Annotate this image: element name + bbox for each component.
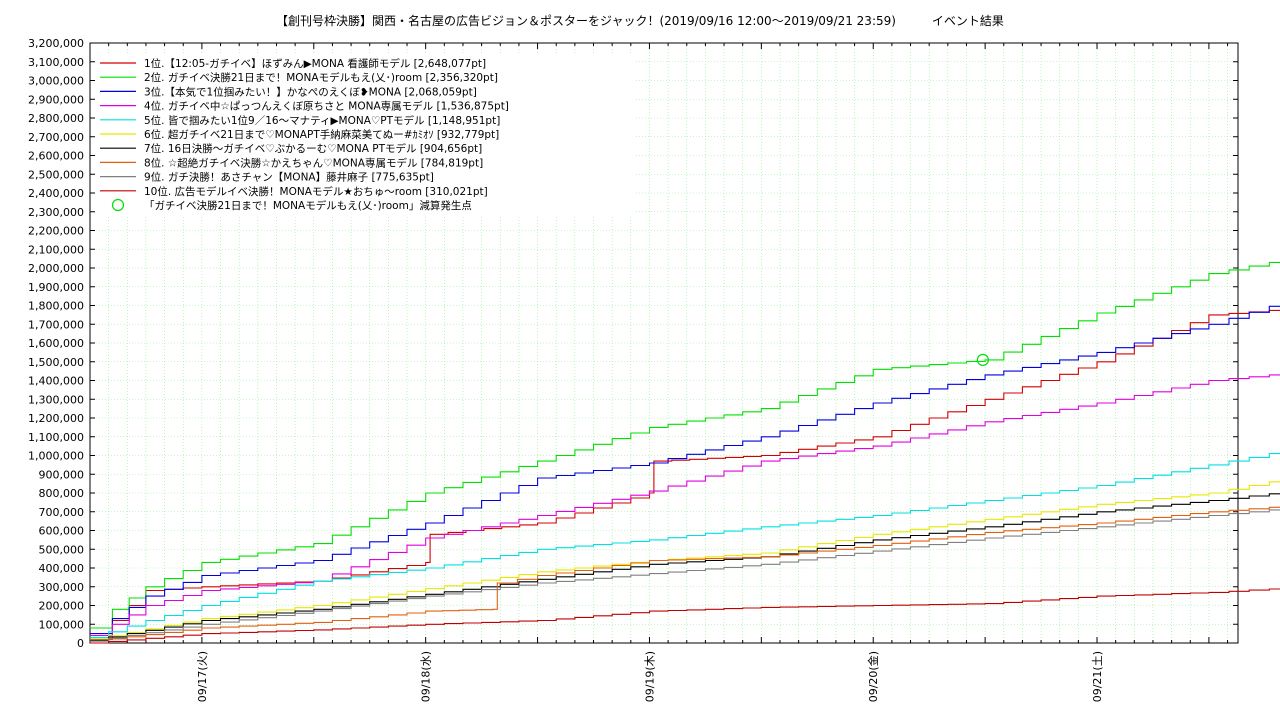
plot-frame — [89, 42, 1239, 644]
y-tick-label: 2,900,000 — [28, 93, 84, 106]
legend-label: 5位. 皆で掴みたい1位9／16〜マナティ▶MONA♡PTモデル [1,148,… — [144, 114, 500, 127]
y-tick-label: 1,800,000 — [28, 300, 84, 313]
y-tick-label: 400,000 — [39, 562, 85, 575]
series-layer — [90, 261, 1280, 644]
y-tick-label: 300,000 — [39, 581, 85, 594]
x-tick-label: 09/17(火) — [196, 651, 209, 702]
series-line-7 — [90, 493, 1280, 641]
y-tick-label: 200,000 — [39, 600, 85, 613]
y-tick-label: 2,300,000 — [28, 206, 84, 219]
y-tick-label: 1,300,000 — [28, 393, 84, 406]
chart-title: 【創刊号枠決勝】関西・名古屋の広告ビジョン＆ポスターをジャック！(2019/09… — [276, 14, 1004, 28]
y-tick-label: 1,200,000 — [28, 412, 84, 425]
series-line-4 — [90, 374, 1280, 637]
y-tick-label: 2,700,000 — [28, 131, 84, 144]
y-tick-label: 2,600,000 — [28, 150, 84, 163]
series-line-3 — [90, 305, 1280, 635]
legend-label: 3位.【本気で1位掴みたい！】かなぺのえくぼ❥MONA [2,068,059pt… — [144, 85, 477, 98]
legend-marker-label: 「ガチイベ決勝21日まで！MONAモデルもえ(乂･)room」減算発生点 — [144, 199, 472, 212]
series-line-6 — [90, 481, 1280, 640]
series-line-5 — [90, 453, 1280, 638]
legend-marker-swatch — [111, 198, 125, 212]
legend-label: 7位. 16日決勝〜ガチイベ♡ぶかるーむ♡MONA PTモデル [904,656… — [144, 142, 482, 155]
y-tick-label: 3,000,000 — [28, 75, 84, 88]
y-tick-label: 2,000,000 — [28, 262, 84, 275]
x-tick-label: 09/20(金) — [866, 651, 880, 702]
y-tick-label: 1,100,000 — [28, 431, 84, 444]
axes: 0 100,000 200,000 300,000 400,000 500,000 600,… — [28, 37, 1239, 702]
legend-label: 9位. ガチ決勝！あさチャン【MONA】藤井麻子 [775,635pt] — [144, 171, 434, 184]
y-tick-label: 1,600,000 — [28, 337, 84, 350]
y-tick-label: 0 — [77, 637, 84, 650]
y-tick-label: 3,100,000 — [28, 56, 84, 69]
series-line-10 — [90, 588, 1280, 644]
y-tick-label: 100,000 — [39, 618, 85, 631]
legend-label: 2位. ガチイベ決勝21日まで！MONAモデルもえ(乂･)room [2,356… — [144, 71, 498, 84]
series-line-9 — [90, 509, 1280, 642]
y-tick-label: 2,200,000 — [28, 225, 84, 238]
legend-background — [96, 53, 636, 216]
y-tick-label: 900,000 — [39, 468, 85, 481]
y-tick-label: 500,000 — [39, 543, 85, 556]
y-tick-label: 2,500,000 — [28, 168, 84, 181]
y-tick-label: 1,900,000 — [28, 281, 84, 294]
x-tick-label: 09/21(土) — [1091, 651, 1104, 702]
legend-label: 10位. 広告モデルイベ決勝！MONAモデル★おちゅ〜room [310,021… — [144, 185, 488, 198]
deduction-marker — [976, 353, 989, 366]
y-tick-label: 1,500,000 — [28, 356, 84, 369]
y-tick-label: 2,800,000 — [28, 112, 84, 125]
y-tick-label: 1,700,000 — [28, 318, 84, 331]
annotation-layer — [976, 353, 989, 366]
legend-label: 1位.【12:05-ガチイベ】ほずみん▶MONA 看護師モデル [2,648,0… — [144, 57, 486, 70]
x-tick-label: 09/19(木) — [643, 651, 656, 702]
x-tick-label: 09/18(水) — [420, 651, 433, 702]
legend-label: 6位. 超ガチイベ21日まで♡MONAPT手納麻菜美てぬー#ｶﾐｵｿ [932,… — [144, 128, 499, 141]
y-tick-label: 1,400,000 — [28, 375, 84, 388]
series-line-1 — [90, 309, 1280, 640]
legend-label: 4位. ガチイベ中☆ぱっつんえくぼ原ちさと MONA専属モデル [1,536,8… — [144, 100, 509, 113]
y-tick-label: 800,000 — [39, 487, 85, 500]
legend-label: 8位. ☆超絶ガチイベ決勝☆かえちゃん♡MONA専属モデル [784,819pt… — [144, 156, 483, 169]
legend: 1位.【12:05-ガチイベ】ほずみん▶MONA 看護師モデル [2,648,0… — [96, 53, 636, 216]
y-tick-label: 600,000 — [39, 525, 85, 538]
series-line-8 — [90, 506, 1280, 642]
y-tick-label: 1,000,000 — [28, 450, 84, 463]
series-line-2 — [90, 261, 1280, 629]
y-tick-label: 2,100,000 — [28, 243, 84, 256]
y-tick-label: 3,200,000 — [28, 37, 84, 50]
y-tick-label: 2,400,000 — [28, 187, 84, 200]
y-tick-label: 700,000 — [39, 506, 85, 519]
